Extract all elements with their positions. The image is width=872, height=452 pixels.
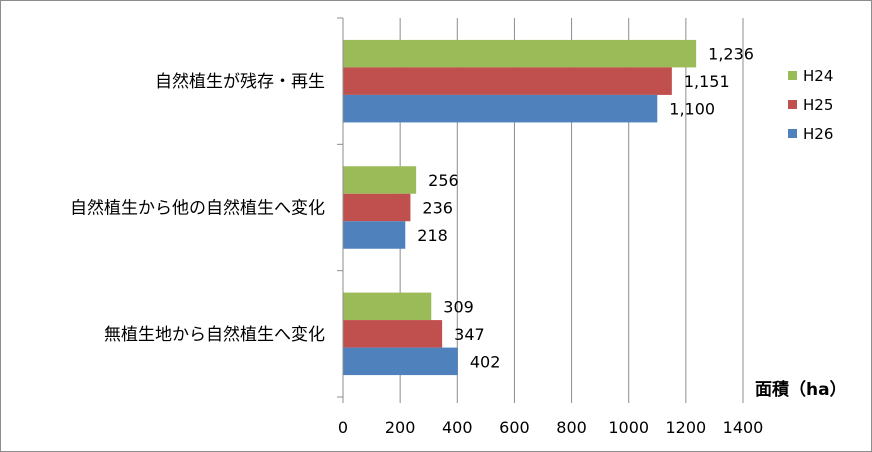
data-labels: 1,236 1,151 1,100 256 236 218 309 347 402 [417, 45, 754, 372]
legend-swatch-h24 [788, 71, 797, 80]
data-label: 218 [417, 226, 448, 245]
x-tick-label: 400 [442, 418, 473, 437]
legend: H24 H25 H26 [788, 67, 833, 143]
x-tick-label: 0 [338, 418, 348, 437]
category-label: 無植生地から自然植生へ変化 [104, 325, 325, 345]
data-label: 1,100 [669, 100, 715, 119]
category-label: 自然植生が残存・再生 [155, 72, 325, 92]
legend-swatch-h25 [788, 100, 797, 109]
x-tick-label: 600 [499, 418, 530, 437]
x-tick-label: 800 [556, 418, 587, 437]
category-label: 自然植生から他の自然植生へ変化 [70, 199, 325, 219]
data-label: 1,151 [684, 72, 730, 91]
x-tick-label: 1400 [723, 418, 764, 437]
x-tick-label: 1000 [608, 418, 649, 437]
bar-h25 [343, 320, 443, 348]
bar-h24 [343, 292, 432, 321]
bar-h24 [343, 166, 417, 194]
data-label: 256 [428, 171, 459, 190]
bar-h26 [343, 221, 406, 249]
x-tick-label: 200 [385, 418, 416, 437]
bar-h26 [343, 347, 458, 376]
x-tick-label: 1200 [665, 418, 706, 437]
tick-labels: 0 200 400 600 800 1000 1200 1400 [338, 418, 763, 437]
bar-h24 [343, 39, 697, 68]
legend-label-h25: H25 [803, 96, 833, 114]
bars [343, 39, 697, 376]
data-label: 347 [454, 325, 485, 344]
bar-h26 [343, 94, 658, 123]
data-label: 236 [422, 199, 453, 218]
bar-h25 [343, 67, 672, 95]
legend-swatch-h26 [788, 129, 797, 138]
legend-label-h24: H24 [803, 67, 833, 85]
data-label: 1,236 [708, 45, 754, 64]
data-label: 309 [443, 297, 474, 316]
x-axis-title: 面積（ha） [755, 379, 847, 400]
axes [337, 17, 744, 403]
bar-h25 [343, 193, 411, 222]
legend-label-h26: H26 [803, 125, 833, 143]
data-label: 402 [470, 352, 501, 371]
